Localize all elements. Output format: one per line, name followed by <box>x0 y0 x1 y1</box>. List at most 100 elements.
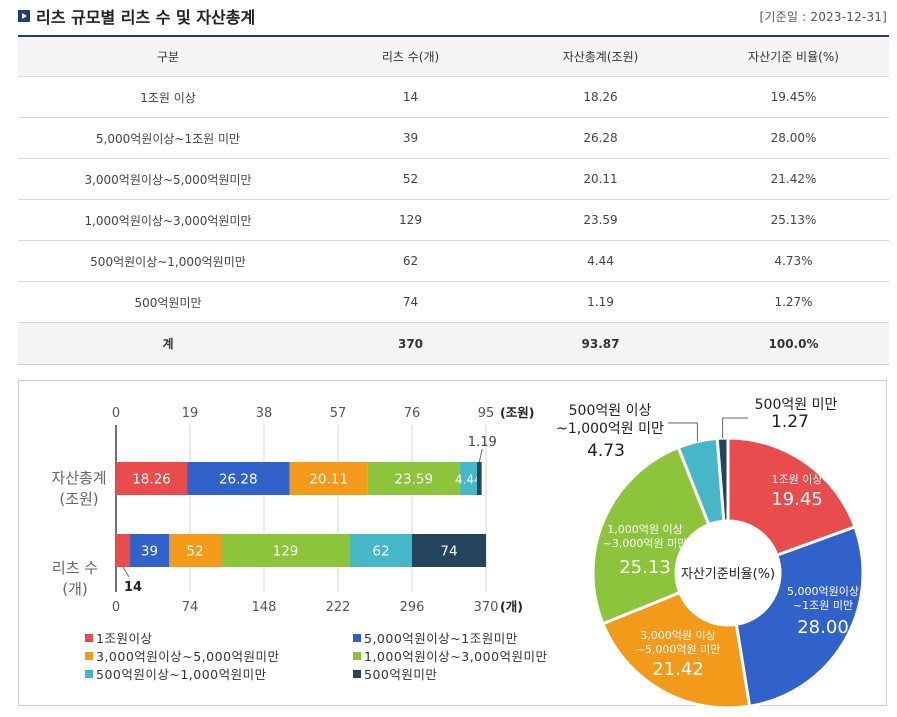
legend-swatch <box>85 670 93 678</box>
table-cell: 1,000억원이상~3,000억원미만 <box>18 199 318 241</box>
category-label: 자산총계 (조원) <box>51 469 106 508</box>
pie-slice-value: 1.27 <box>771 412 809 432</box>
bottom-axis-unit: (개) <box>500 599 523 614</box>
top-axis-tick-label: 38 <box>256 406 273 421</box>
bottom-axis-tick-label: 0 <box>112 600 120 615</box>
top-axis-tick-label: 76 <box>404 406 421 421</box>
table-cell: 26.28 <box>503 117 698 159</box>
legend-swatch <box>85 652 93 660</box>
legend-label: 500억원미만 <box>364 667 438 682</box>
table-cell: 21.42% <box>698 158 889 200</box>
bar-data-label: 39 <box>141 544 158 560</box>
legend-swatch <box>353 634 361 642</box>
pie-slice <box>734 524 865 708</box>
column-header: 자산기준 비율(%) <box>698 36 889 77</box>
table-cell: 4.73% <box>698 240 889 282</box>
table-cell: 25.13% <box>698 199 889 241</box>
legend-label: 1조원이상 <box>96 631 153 646</box>
bar-data-label: 129 <box>273 544 299 560</box>
table-total-row: 계 370 93.87 100.0% <box>18 322 889 365</box>
bar-data-label: 4.44 <box>455 473 482 487</box>
table-cell: 370 <box>318 322 503 365</box>
pie-slice-value: 25.13 <box>619 557 671 578</box>
legend-label: 1,000억원이상~3,000억원미만 <box>364 649 548 664</box>
bar-data-label: 18.26 <box>132 472 171 488</box>
play-square-icon <box>18 10 30 22</box>
pie-slice-label: 500억원 이상 ~1,000억원 미만 <box>556 403 664 437</box>
pie-slice-value: 4.73 <box>587 441 625 461</box>
table-cell: 계 <box>18 322 318 365</box>
base-date: [기준일 : 2023-12-31] <box>759 10 887 24</box>
legend-item: 1,000억원이상~3,000억원미만 <box>353 646 548 665</box>
legend-item: 500억원미만 <box>353 664 437 683</box>
top-axis-tick-label: 19 <box>182 406 199 421</box>
legend-label: 3,000억원이상~5,000억원미만 <box>96 649 280 664</box>
table-cell: 19.45% <box>698 76 889 118</box>
legend-swatch <box>353 670 361 678</box>
top-axis-tick-label: 57 <box>330 406 347 421</box>
table-cell: 3,000억원이상~5,000억원미만 <box>18 158 318 200</box>
bar-data-label: 62 <box>372 544 389 560</box>
bar-segment <box>221 534 350 567</box>
bar-segment <box>412 534 486 567</box>
pie-slice <box>715 436 730 523</box>
table-cell: 5,000억원이상~1조원 미만 <box>18 117 318 159</box>
header: 리츠 규모별 리츠 수 및 자산총계 [기준일 : 2023-12-31] <box>0 0 897 30</box>
pie-slice-label: 3,000억원 이상 ~5,000억원 미만 <box>636 629 721 656</box>
bar-segment <box>187 462 290 495</box>
table-cell: 62 <box>318 240 503 282</box>
table-cell: 100.0% <box>698 322 889 365</box>
pie-label-leader <box>722 417 748 439</box>
pie-slice-label: 1,000억원 이상 ~3,000억원 미만 <box>603 523 688 550</box>
top-axis-tick-label: 95 <box>478 406 495 421</box>
bar-segment <box>130 534 169 567</box>
bar-label-leader <box>122 566 130 578</box>
column-header: 자산총계(조원) <box>503 36 698 77</box>
chart-panel <box>18 380 887 706</box>
bar-segment <box>459 462 477 495</box>
bar-segment <box>476 462 482 495</box>
bar-segment <box>169 534 221 567</box>
bar-data-label: 26.28 <box>219 472 258 488</box>
pie-slice-value: 21.42 <box>652 659 704 680</box>
pie-slice-value: 28.00 <box>797 617 849 638</box>
table-cell: 20.11 <box>503 158 698 200</box>
donut-center-label: 자산기준비율(%) <box>681 567 775 582</box>
bar-data-label: 52 <box>186 544 203 560</box>
bar-data-label: 14 <box>124 580 142 595</box>
top-axis-tick-label: 0 <box>112 406 120 421</box>
table-row: 500억원이상~1,000억원미만 62 4.44 4.73% <box>18 240 889 282</box>
table-row: 5,000억원이상~1조원 미만 39 26.28 28.00% <box>18 117 889 159</box>
table-cell: 23.59 <box>503 199 698 241</box>
pie-slice-label: 500억원 미만 <box>755 397 838 413</box>
column-header: 구분 <box>18 36 318 77</box>
table-cell: 1.27% <box>698 281 889 323</box>
table-cell: 28.00% <box>698 117 889 159</box>
table-cell: 1.19 <box>503 281 698 323</box>
legend-label: 500억원이상~1,000억원미만 <box>96 667 267 682</box>
page-title: 리츠 규모별 리츠 수 및 자산총계 <box>36 8 256 27</box>
bar-data-label: 1.19 <box>468 435 497 450</box>
table-cell: 93.87 <box>503 322 698 365</box>
table-cell: 14 <box>318 76 503 118</box>
legend-label: 5,000억원이상~1조원미만 <box>364 631 518 646</box>
legend-swatch <box>353 652 361 660</box>
column-header: 리츠 수(개) <box>318 36 503 77</box>
legend-item: 1조원이상 <box>85 628 152 647</box>
table-cell: 1조원 이상 <box>18 76 318 118</box>
table-row: 1,000억원이상~3,000억원미만 129 23.59 25.13% <box>18 199 889 241</box>
top-axis-unit: (조원) <box>500 405 534 420</box>
bar-label-leader <box>478 448 483 463</box>
legend-item: 500억원이상~1,000억원미만 <box>85 664 267 683</box>
table-cell: 129 <box>318 199 503 241</box>
pie-slice-value: 19.45 <box>771 489 823 510</box>
pie-slice-label: 1조원 이상 <box>772 473 823 486</box>
bottom-axis-tick-label: 296 <box>400 600 425 615</box>
category-label: 리츠 수 (개) <box>52 559 98 598</box>
bar-data-label: 23.59 <box>394 472 433 488</box>
legend-swatch <box>85 634 93 642</box>
pie-slice <box>726 436 857 558</box>
bar-segment <box>116 462 188 495</box>
bar-segment <box>289 462 368 495</box>
table-header-row: 구분 리츠 수(개) 자산총계(조원) 자산기준 비율(%) <box>18 36 889 77</box>
